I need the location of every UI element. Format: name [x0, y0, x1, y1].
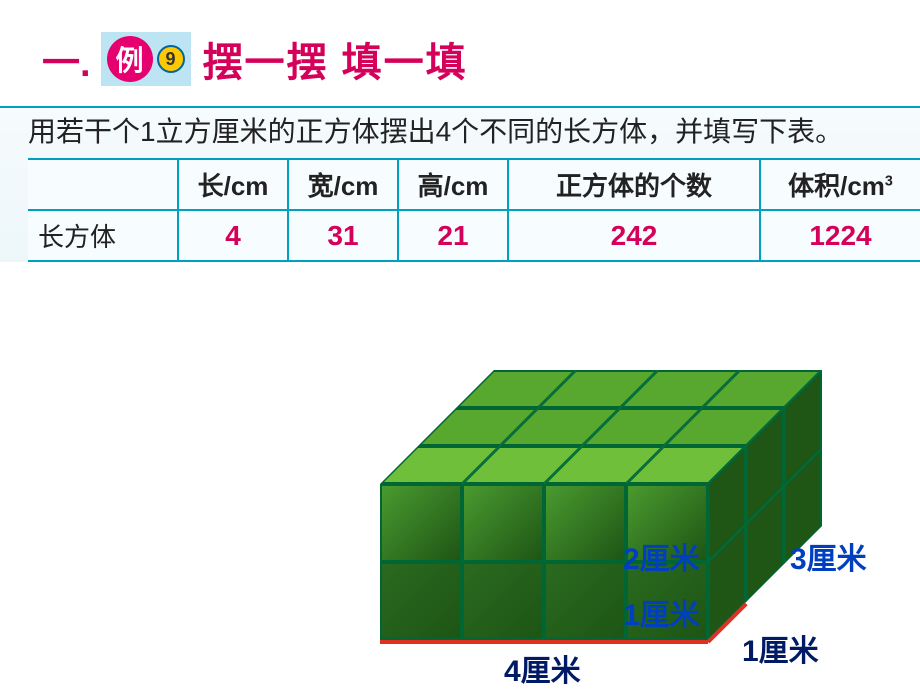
dimension-label: 4厘米 — [504, 646, 581, 690]
dimension-label: 1厘米 — [623, 590, 700, 634]
val-width: 31 — [288, 210, 398, 261]
val-length: 4 — [178, 210, 288, 261]
badge-char: 例 — [107, 36, 153, 82]
th-blank — [28, 159, 178, 210]
description-text: 用若干个1立方厘米的正方体摆出4个不同的长方体，并填写下表。 — [28, 114, 920, 150]
th-length: 长/cm — [178, 159, 288, 210]
th-height: 高/cm — [398, 159, 508, 210]
dimension-label: 1厘米 — [742, 626, 819, 670]
val-volume: 1224 — [760, 210, 920, 261]
row-label: 长方体 — [28, 210, 178, 261]
dimension-label: 2厘米 — [623, 534, 700, 578]
description-band: 用若干个1立方厘米的正方体摆出4个不同的长方体，并填写下表。 长/cm 宽/cm… — [0, 106, 920, 262]
val-count: 242 — [508, 210, 760, 261]
cuboid-front-cell — [380, 562, 462, 640]
th-count: 正方体的个数 — [508, 159, 760, 210]
title-row: 一. 例 9 摆一摆 填一填 — [0, 0, 920, 106]
cuboid-diagram: 2厘米1厘米3厘米1厘米4厘米 — [380, 370, 900, 680]
title-text: 摆一摆 填一填 — [203, 30, 468, 88]
cuboid-front-cell — [380, 484, 462, 562]
th-volume: 体积/cm3 — [760, 159, 920, 210]
table-data-row: 长方体 4 31 21 242 1224 — [28, 210, 920, 261]
example-badge: 例 9 — [101, 32, 191, 86]
val-height: 21 — [398, 210, 508, 261]
cuboid-front-cell — [544, 484, 626, 562]
dimension-label: 3厘米 — [790, 534, 867, 578]
cuboid-front-cell — [462, 484, 544, 562]
cuboid-front-cell — [462, 562, 544, 640]
th-width: 宽/cm — [288, 159, 398, 210]
cuboid-front-cell — [544, 562, 626, 640]
measure-line-width — [380, 640, 708, 644]
badge-number: 9 — [157, 45, 185, 73]
table-header-row: 长/cm 宽/cm 高/cm 正方体的个数 体积/cm3 — [28, 159, 920, 210]
section-number: 一. — [42, 32, 91, 87]
data-table: 长/cm 宽/cm 高/cm 正方体的个数 体积/cm3 长方体 4 31 21… — [28, 158, 920, 262]
